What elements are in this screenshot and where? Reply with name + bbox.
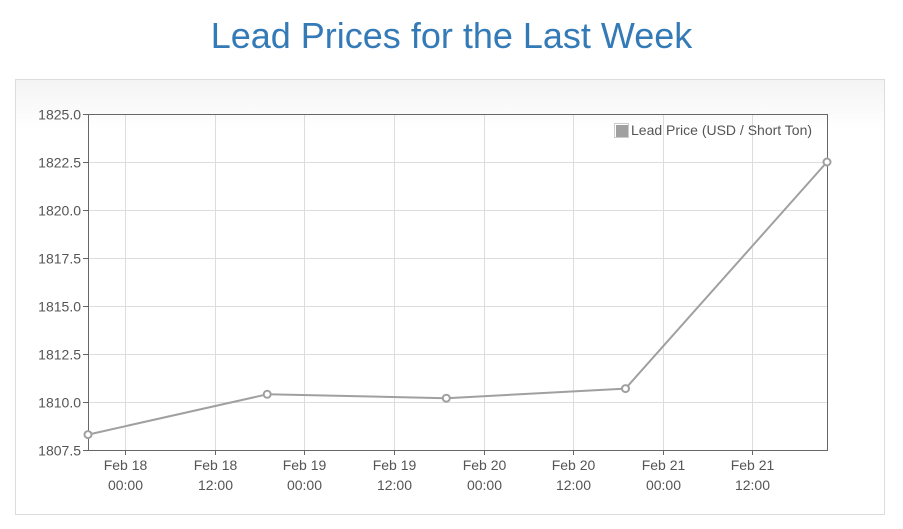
- data-point[interactable]: [83, 430, 93, 440]
- x-tick-label-date: Feb 18: [194, 457, 238, 473]
- chart-panel: [15, 79, 885, 515]
- y-tick-label: 1817.5: [38, 251, 81, 267]
- series: [83, 157, 832, 440]
- y-tick-label: 1807.5: [38, 443, 81, 459]
- x-tick-label-time: 12:00: [377, 477, 412, 493]
- y-tick-label: 1822.5: [38, 155, 81, 171]
- y-tick-label: 1825.0: [38, 107, 81, 123]
- legend-swatch: [616, 125, 628, 137]
- data-point[interactable]: [262, 389, 272, 399]
- data-point[interactable]: [822, 157, 832, 167]
- data-point[interactable]: [441, 393, 451, 403]
- legend[interactable]: Lead Price (USD / Short Ton): [614, 122, 813, 138]
- x-tick-label-time: 00:00: [646, 477, 681, 493]
- x-tick-label-date: Feb 21: [642, 457, 686, 473]
- x-tick-label-date: Feb 18: [104, 457, 148, 473]
- x-tick-label-time: 12:00: [735, 477, 770, 493]
- page-title: Lead Prices for the Last Week: [210, 15, 693, 56]
- plot-area-frame: [88, 114, 828, 451]
- y-tick-label: 1815.0: [38, 299, 81, 315]
- x-tick-label-date: Feb 19: [283, 457, 327, 473]
- x-tick-label-time: 00:00: [467, 477, 502, 493]
- series-line: [87, 161, 828, 436]
- data-point[interactable]: [621, 384, 630, 394]
- x-tick-label-date: Feb 19: [373, 457, 417, 473]
- y-tick-label: 1812.5: [38, 347, 81, 363]
- grid: [88, 114, 827, 451]
- x-axis: Feb 18 00:00 Feb 18 12:00 Feb 19 00:00 Feb 19 1…: [104, 450, 775, 493]
- y-axis: 1825.0 1822.5 1820.0 1817.5 1815.0 1812.5 1810…: [38, 107, 88, 459]
- y-tick-label: 1820.0: [38, 203, 81, 219]
- x-tick-label-date: Feb 21: [731, 457, 775, 473]
- x-tick-label-time: 00:00: [108, 477, 143, 493]
- y-tick-label: 1810.0: [38, 395, 81, 411]
- x-tick-label-time: 12:00: [198, 477, 233, 493]
- x-tick-label-date: Feb 20: [463, 457, 507, 473]
- x-tick-label-time: 00:00: [287, 477, 322, 493]
- x-tick-label-date: Feb 20: [552, 457, 596, 473]
- legend-label[interactable]: Lead Price (USD / Short Ton): [631, 122, 812, 138]
- x-tick-label-time: 12:00: [556, 477, 591, 493]
